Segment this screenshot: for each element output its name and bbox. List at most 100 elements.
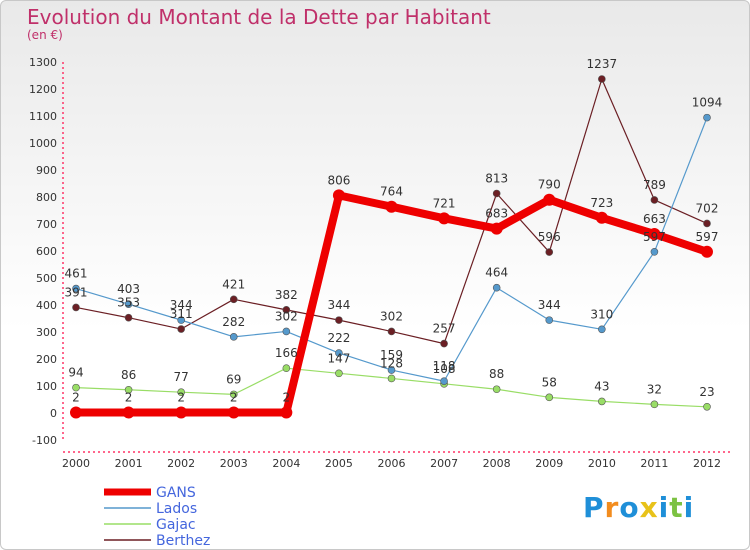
data-point-gans [332, 189, 345, 202]
data-point-berthez [282, 306, 291, 314]
data-label-gans: 683 [485, 207, 508, 221]
data-point-gajac [492, 385, 501, 394]
y-tick-label: 100 [36, 380, 57, 393]
data-point-gajac [650, 400, 659, 409]
data-point-berthez [387, 327, 396, 336]
data-label-lados: 118 [433, 359, 456, 373]
y-tick-label: 600 [36, 245, 57, 258]
y-tick-label: 500 [36, 272, 57, 285]
data-label-gajac: 147 [327, 351, 350, 365]
y-tick-label: 300 [36, 326, 57, 339]
data-point-gans [227, 406, 240, 419]
x-tick-label: 2002 [167, 457, 195, 470]
data-point-gans [280, 406, 293, 419]
data-label-lados: 403 [117, 282, 140, 296]
data-point-lados [177, 316, 185, 324]
y-tick-label: 900 [36, 164, 57, 177]
data-label-gans: 806 [327, 173, 350, 187]
data-point-gajac [177, 388, 185, 397]
y-tick-label: 1200 [29, 83, 57, 96]
data-point-lados [282, 327, 291, 336]
data-point-berthez [598, 75, 606, 83]
data-label-gans: 723 [590, 196, 613, 210]
data-point-gans [122, 406, 135, 419]
data-point-gans [490, 222, 503, 235]
y-tick-label: 0 [50, 407, 57, 420]
data-point-gans [438, 212, 451, 225]
y-tick-label: 1300 [29, 56, 57, 69]
data-label-gajac: 58 [542, 375, 557, 389]
logo-letter: t [669, 491, 684, 524]
data-label-gans: 2 [177, 390, 185, 404]
data-point-lados [598, 325, 606, 334]
x-tick-label: 2000 [62, 457, 90, 470]
y-tick-label: -100 [32, 434, 57, 447]
x-tick-label: 2007 [430, 457, 458, 470]
data-label-berthez: 353 [117, 296, 140, 310]
x-tick-label: 2006 [378, 457, 406, 470]
data-point-lados [650, 248, 659, 256]
data-label-lados: 1094 [692, 96, 723, 110]
data-label-gajac: 94 [68, 366, 83, 380]
data-label-gans: 2 [283, 390, 291, 404]
data-point-berthez [650, 196, 659, 204]
x-tick-label: 2004 [272, 457, 300, 470]
data-label-berthez: 302 [380, 309, 403, 323]
data-label-lados: 464 [485, 266, 508, 280]
data-label-berthez: 391 [65, 285, 88, 299]
legend-label-berthez: Berthez [156, 533, 210, 549]
data-label-gajac: 86 [121, 368, 136, 382]
data-label-berthez: 702 [696, 201, 719, 215]
chart-title: Evolution du Montant de la Dette par Hab… [27, 5, 491, 29]
data-point-berthez [177, 325, 185, 333]
data-label-gans: 597 [696, 230, 719, 244]
data-point-gans [543, 193, 556, 206]
data-label-gajac: 43 [594, 379, 609, 393]
x-tick-label: 2009 [535, 457, 563, 470]
data-label-lados: 310 [590, 307, 613, 321]
data-label-gans: 2 [230, 390, 238, 404]
data-label-gajac: 88 [489, 367, 504, 381]
data-point-gajac [229, 390, 238, 399]
data-label-lados: 461 [65, 267, 88, 281]
unit-label: (en €) [27, 28, 63, 42]
data-point-lados [124, 300, 133, 308]
data-point-berthez [124, 313, 133, 322]
data-label-gajac: 32 [647, 382, 662, 396]
logo-letter: o [619, 491, 640, 524]
series-line-gajac [75, 367, 708, 408]
data-point-gajac [282, 364, 291, 372]
data-point-lados [229, 333, 238, 341]
logo-letter: i [658, 491, 670, 524]
x-tick-label: 2003 [220, 457, 248, 470]
data-point-gans [385, 200, 398, 213]
data-label-gajac: 77 [174, 370, 189, 384]
logo-letter: r [604, 491, 620, 524]
data-label-berthez: 1237 [587, 57, 618, 71]
logo-letter: i [683, 491, 695, 524]
data-point-gajac [703, 402, 711, 411]
data-point-berthez [440, 339, 448, 348]
data-label-gans: 663 [643, 212, 666, 226]
data-point-berthez [229, 295, 238, 304]
data-point-gans [701, 245, 713, 258]
data-point-lados [387, 366, 396, 374]
data-label-gajac: 69 [226, 372, 241, 386]
data-point-gans [648, 227, 661, 240]
logo-letter: P [583, 491, 605, 524]
data-label-lados: 597 [643, 230, 666, 244]
y-tick-label: 700 [36, 218, 57, 231]
x-tick-label: 2001 [115, 457, 143, 470]
data-label-gans: 2 [72, 390, 80, 404]
data-label-gajac: 166 [275, 346, 298, 360]
data-point-gajac [387, 374, 396, 383]
y-tick-label: 1000 [29, 137, 57, 150]
data-point-lados [72, 284, 80, 293]
data-label-lados: 302 [275, 309, 298, 323]
legend-label-gajac: Gajac [156, 517, 196, 533]
data-label-berthez: 344 [327, 298, 350, 312]
data-point-gans [595, 211, 608, 224]
data-label-lados: 344 [170, 298, 193, 312]
